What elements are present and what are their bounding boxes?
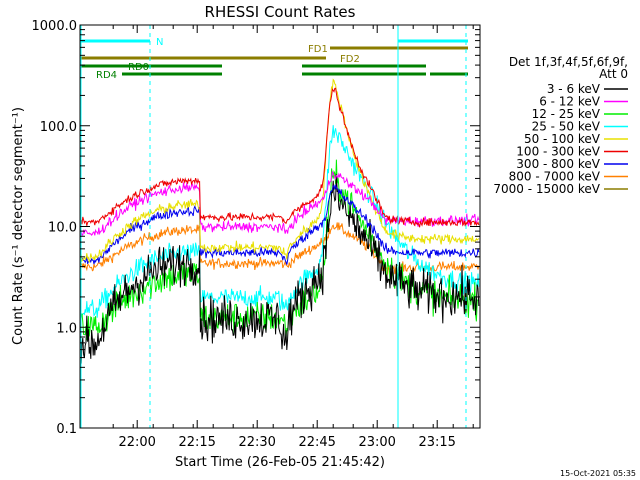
bar-n-label: N [156, 37, 163, 48]
legend-entry-label: 100 - 300 keV [516, 145, 600, 159]
y-tick-label: 10.0 [48, 221, 77, 236]
legend-entry-label: 3 - 6 keV [547, 82, 601, 96]
status-bars: N FD1 FD2 RD0 RD4 [80, 37, 468, 81]
x-tick-label: 22:15 [178, 435, 215, 450]
bar-rd4-label: RD4 [96, 70, 117, 81]
legend-entry-label: 300 - 800 keV [516, 157, 600, 171]
chart-title: RHESSI Count Rates [205, 3, 356, 21]
x-tick-label: 23:00 [358, 435, 395, 450]
series-lines [79, 78, 480, 364]
axes: 0.1 1.0 10.0 100.0 1000.0 22:00 22:15 22:30 22:4… [32, 19, 480, 450]
series-line-800-7000-kev [80, 222, 480, 275]
x-axis-label: Start Time (26-Feb-05 21:45:42) [175, 455, 385, 470]
legend-entry-label: 50 - 100 keV [524, 132, 601, 146]
legend-entry-label: 800 - 7000 keV [509, 170, 601, 184]
series-line-300-800-kev [79, 183, 480, 265]
bar-fd2-label: FD2 [340, 54, 360, 65]
legend-title-line: Att 0 [599, 67, 628, 81]
y-tick-label: 0.1 [56, 422, 77, 437]
legend-entry-label: 12 - 25 keV [532, 107, 601, 121]
series-line-50-100-kev [79, 78, 480, 263]
y-tick-label: 100.0 [40, 120, 77, 135]
series-line-6-12-kev [80, 171, 480, 236]
legend-entry-label: 6 - 12 keV [539, 95, 601, 109]
series-line-3-6-kev [79, 173, 480, 364]
footer-date: 15-Oct-2021 05:35 [560, 469, 636, 478]
legend-entry-label: 7000 - 15000 keV [493, 182, 600, 196]
series-line-100-300-kev [79, 87, 480, 228]
x-tick-label: 22:30 [238, 435, 275, 450]
x-tick-label: 23:15 [418, 435, 455, 450]
bar-fd1-label: FD1 [308, 44, 328, 55]
y-tick-label: 1.0 [56, 321, 77, 336]
legend-title-line: Det 1f,3f,4f,5f,6f,9f, [509, 55, 628, 69]
y-tick-label: 1000.0 [32, 19, 78, 34]
y-axis-label: Count Rate (s⁻¹ detector segment⁻¹) [11, 107, 26, 345]
x-tick-label: 22:45 [298, 435, 335, 450]
legend-entry-label: 25 - 50 keV [532, 120, 601, 134]
bar-rd0-label: RD0 [128, 62, 149, 73]
x-tick-label: 22:00 [118, 435, 155, 450]
series-line-25-50-kev [80, 125, 480, 318]
